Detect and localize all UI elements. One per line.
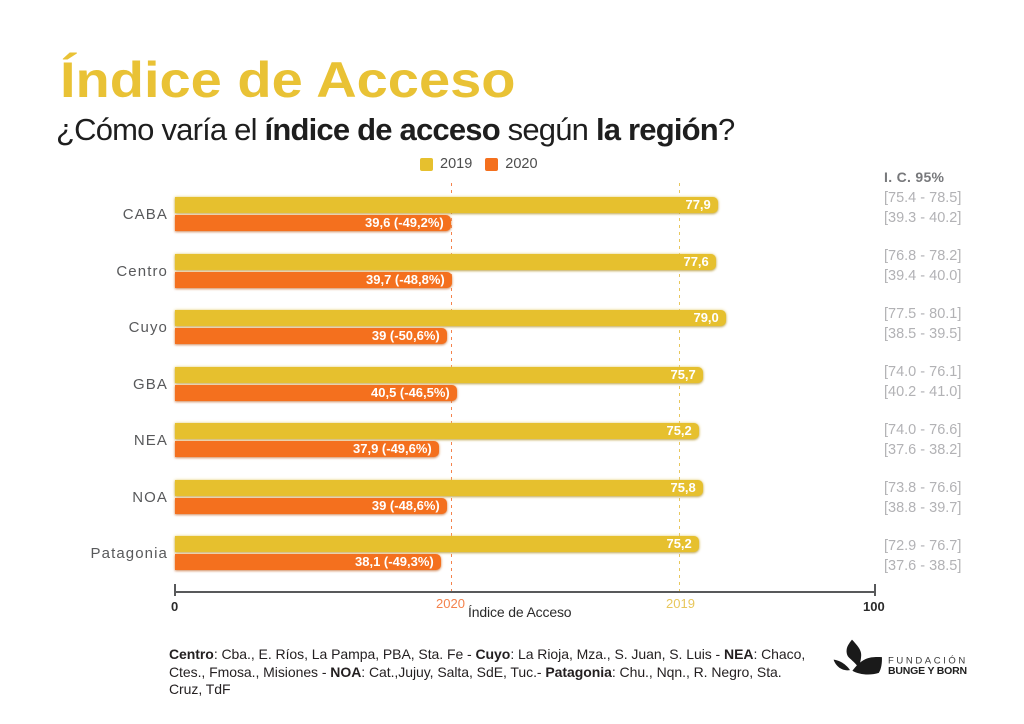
svg-text:FUNDACIÓN: FUNDACIÓN (888, 656, 968, 667)
svg-text:BUNGE Y BORN: BUNGE Y BORN (888, 665, 967, 677)
